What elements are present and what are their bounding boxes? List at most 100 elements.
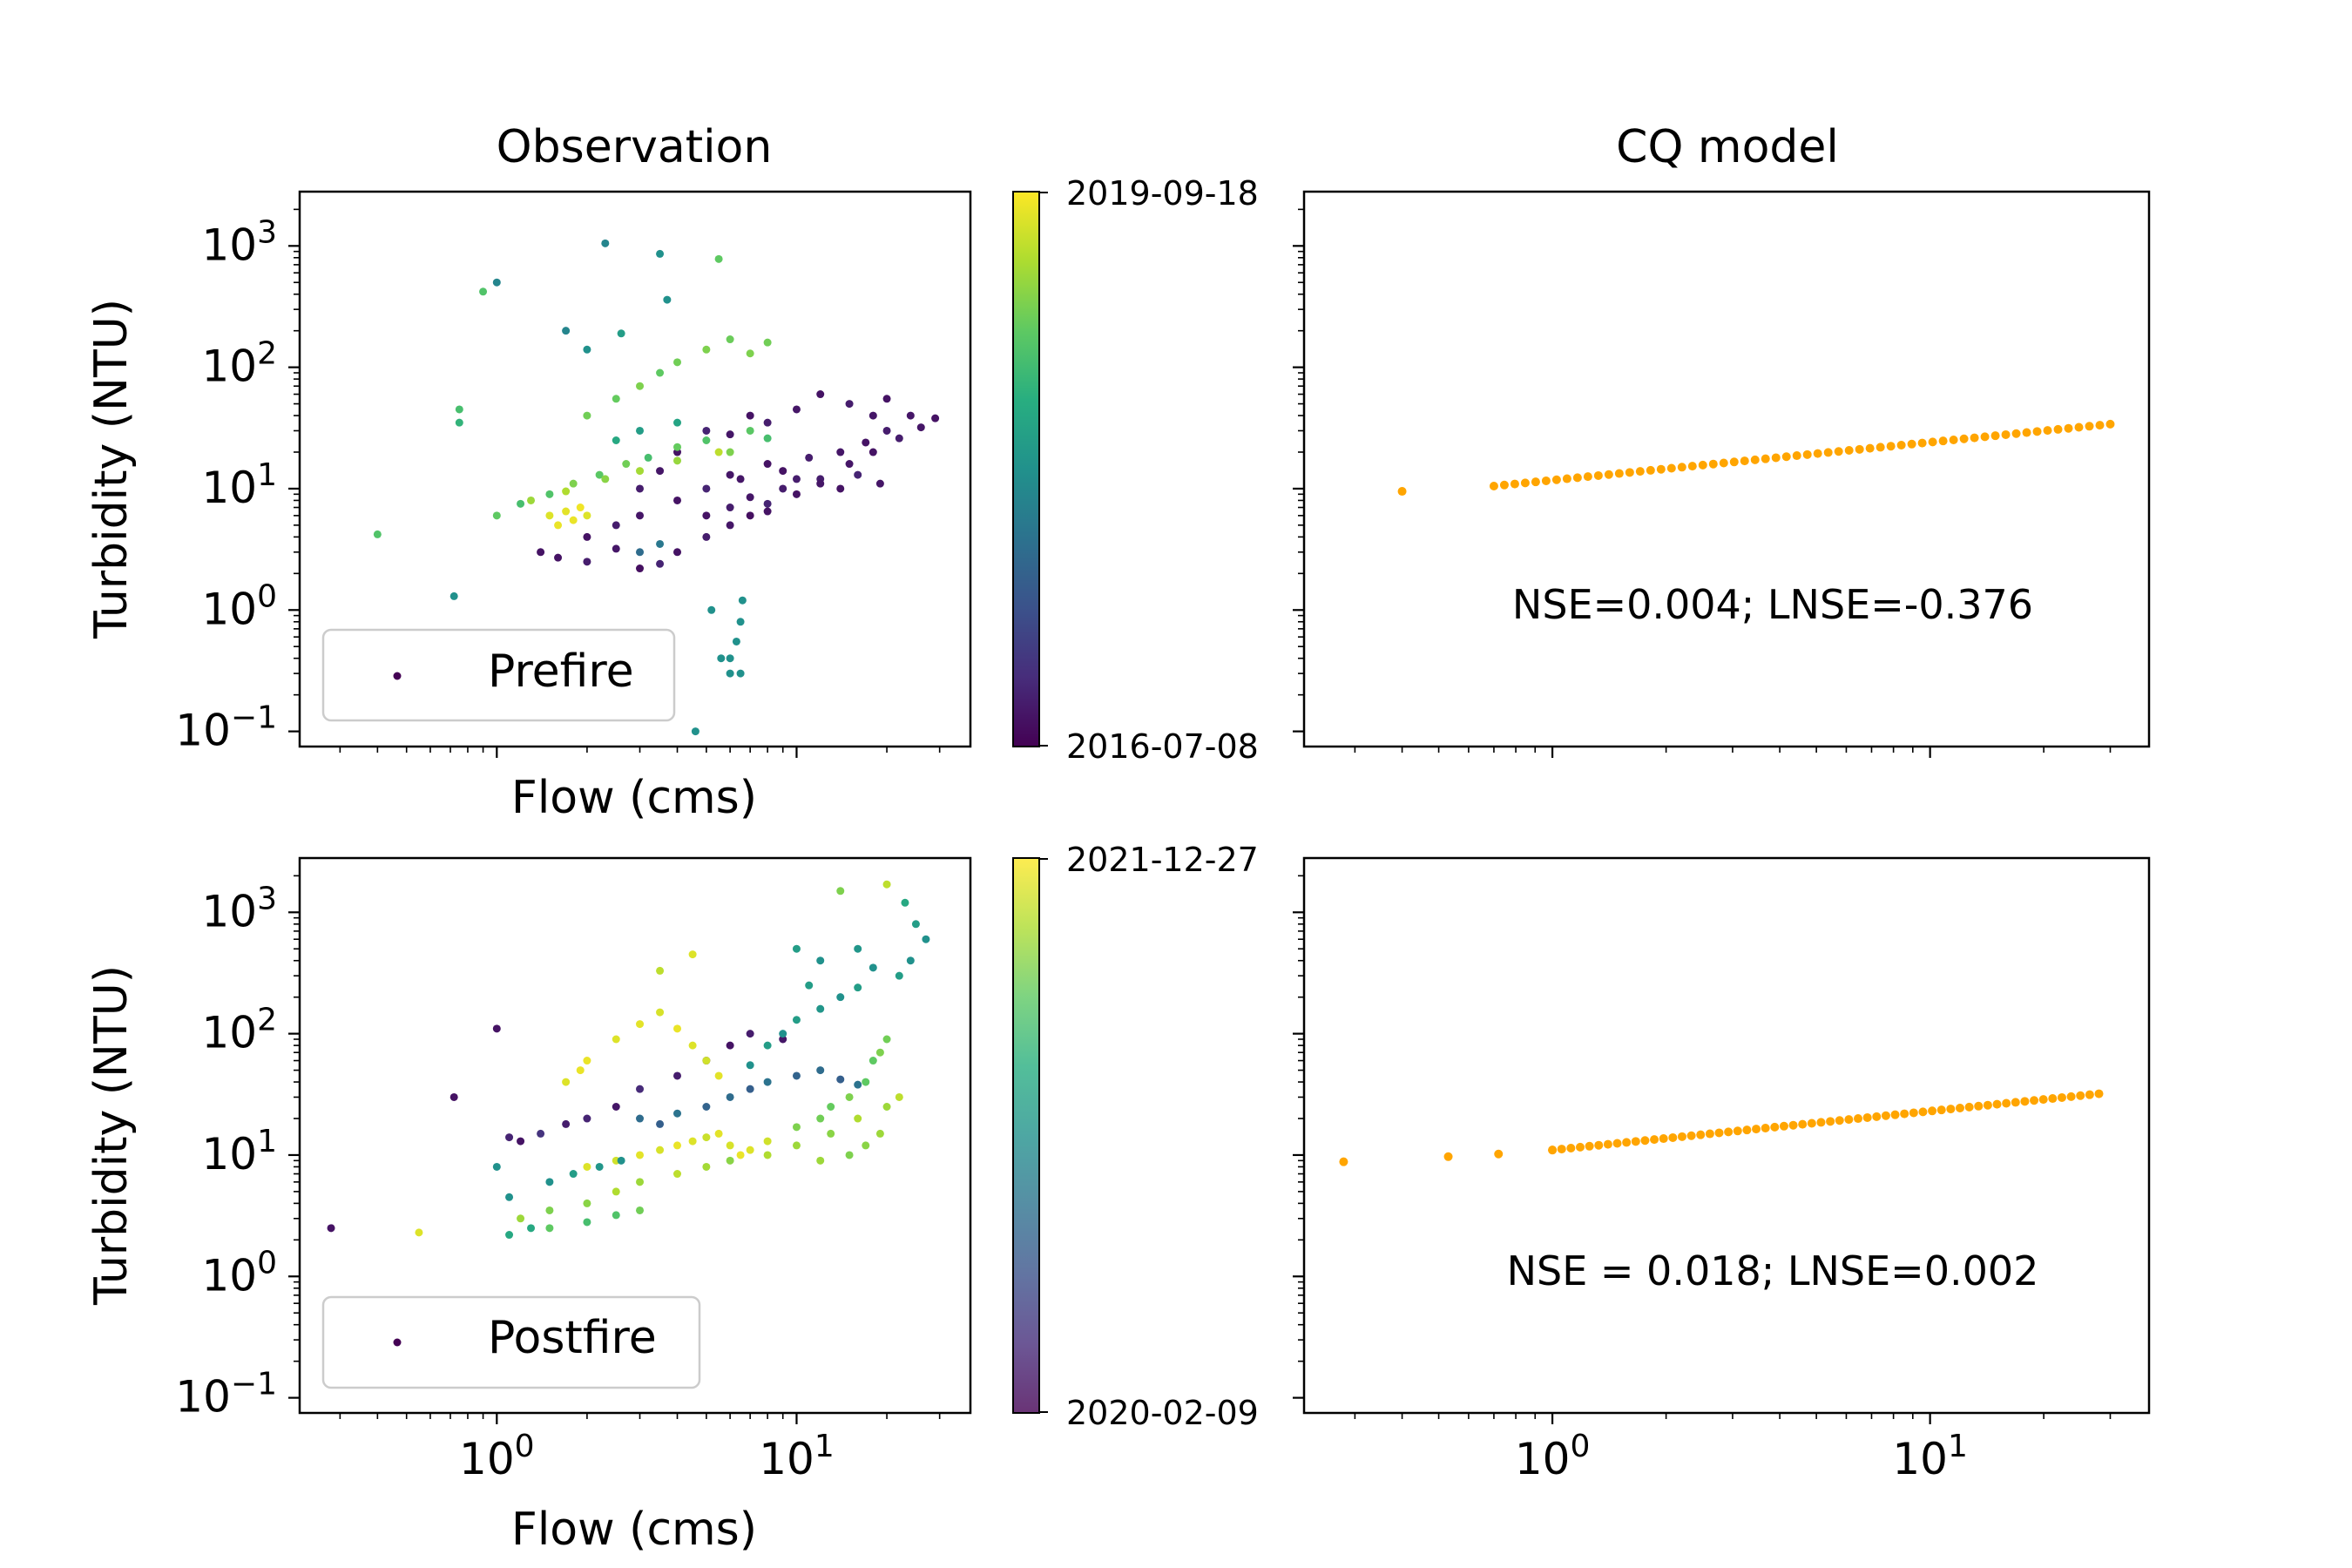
data-point bbox=[595, 1162, 604, 1171]
model-point bbox=[1594, 1140, 1604, 1150]
data-point bbox=[779, 1030, 787, 1038]
data-point bbox=[779, 1035, 787, 1044]
model-point bbox=[1752, 1125, 1761, 1134]
data-point bbox=[868, 1057, 877, 1065]
data-point bbox=[854, 470, 862, 479]
model-point bbox=[1724, 1127, 1734, 1137]
data-point bbox=[505, 1231, 514, 1240]
data-point bbox=[862, 438, 870, 447]
model-point bbox=[1708, 459, 1718, 469]
y-tick-label: 101 bbox=[201, 1124, 277, 1179]
data-point bbox=[583, 1162, 591, 1171]
data-point bbox=[845, 400, 854, 409]
x-axis-label: Flow (cms) bbox=[511, 1504, 757, 1556]
data-point bbox=[792, 1016, 801, 1024]
data-point bbox=[688, 1137, 697, 1146]
data-point bbox=[673, 1141, 682, 1150]
data-point bbox=[656, 539, 665, 548]
data-point bbox=[562, 1078, 571, 1086]
data-point bbox=[746, 493, 754, 502]
model-point bbox=[1548, 1146, 1558, 1155]
model-point bbox=[1622, 1138, 1632, 1147]
data-point bbox=[656, 368, 665, 377]
model-point bbox=[1896, 440, 1906, 449]
model-point bbox=[1823, 448, 1833, 457]
colorbar-min-label: 2016-07-08 bbox=[1066, 727, 1259, 766]
model-point bbox=[1668, 1132, 1678, 1142]
data-point bbox=[583, 1114, 591, 1123]
data-point bbox=[726, 504, 734, 512]
model-point bbox=[2038, 1095, 2048, 1105]
panel-obs-postfire: 10−1 100 101 102 103 100 101 Turbidity (NTU) F… bbox=[85, 856, 972, 1556]
data-point bbox=[726, 1041, 734, 1050]
data-point bbox=[612, 1035, 620, 1044]
y-tick-label: 101 bbox=[201, 457, 277, 513]
data-point bbox=[726, 521, 734, 530]
data-point bbox=[763, 418, 772, 427]
data-point bbox=[875, 1129, 884, 1138]
model-point bbox=[1807, 1119, 1816, 1128]
x-axis-label: Flow (cms) bbox=[511, 772, 757, 824]
data-point bbox=[736, 618, 745, 626]
colorbar-max-label: 2019-09-18 bbox=[1066, 174, 1259, 213]
data-point bbox=[805, 981, 814, 990]
model-point bbox=[1646, 465, 1655, 475]
data-point bbox=[612, 1211, 620, 1220]
data-point bbox=[895, 1092, 903, 1101]
data-point bbox=[906, 411, 915, 420]
model-point bbox=[1854, 1114, 1863, 1124]
model-point bbox=[1625, 468, 1634, 477]
model-point bbox=[1955, 1103, 1964, 1112]
model-point bbox=[1876, 443, 1885, 452]
panel-cq-prefire: NSE=0.004; LNSE=-0.376 bbox=[1293, 190, 2151, 758]
data-point bbox=[882, 880, 891, 889]
data-point bbox=[545, 1224, 554, 1233]
model-point bbox=[1686, 1131, 1696, 1140]
legend-label: Postfire bbox=[488, 1312, 657, 1364]
model-point bbox=[1489, 481, 1498, 490]
data-point bbox=[714, 448, 723, 456]
colorbar-gradient bbox=[1012, 191, 1040, 747]
data-point bbox=[816, 479, 825, 488]
data-point bbox=[612, 1187, 620, 1196]
obs-col-title: Observation bbox=[497, 121, 773, 173]
data-point bbox=[673, 548, 682, 557]
panel-obs-prefire: 10−1 100 101 102 103 Turbidity (NTU) Flow (c… bbox=[85, 190, 972, 824]
data-point bbox=[505, 1193, 514, 1201]
data-point bbox=[746, 1030, 754, 1038]
model-point bbox=[1862, 1112, 1872, 1122]
data-point bbox=[922, 935, 930, 943]
data-point bbox=[601, 239, 610, 247]
data-point bbox=[726, 1092, 734, 1101]
data-point bbox=[836, 887, 845, 896]
data-point bbox=[569, 479, 578, 488]
data-point bbox=[882, 395, 891, 403]
data-point bbox=[702, 426, 711, 435]
data-point bbox=[612, 521, 620, 530]
model-point bbox=[1909, 1108, 1918, 1118]
data-point bbox=[792, 475, 801, 483]
data-point bbox=[763, 338, 772, 347]
model-point bbox=[1635, 467, 1645, 476]
data-point bbox=[673, 443, 682, 451]
model-point bbox=[2011, 429, 2021, 438]
model-point bbox=[1494, 1149, 1504, 1159]
data-point bbox=[617, 1156, 625, 1165]
x-tick-label: 101 bbox=[759, 1429, 835, 1484]
y-tick-label: 10−1 bbox=[175, 1367, 277, 1423]
model-point bbox=[1761, 454, 1770, 463]
data-point bbox=[583, 1057, 591, 1065]
model-point bbox=[1936, 1105, 1946, 1115]
y-tick-label: 10−1 bbox=[175, 700, 277, 756]
data-point bbox=[736, 475, 745, 483]
model-point bbox=[1541, 476, 1551, 485]
data-point bbox=[636, 382, 645, 390]
model-point bbox=[1886, 442, 1896, 451]
model-point bbox=[2064, 423, 2073, 433]
data-point bbox=[673, 1109, 682, 1118]
data-point bbox=[746, 411, 754, 420]
data-point bbox=[845, 460, 854, 469]
data-point bbox=[673, 358, 682, 367]
model-point bbox=[1750, 455, 1760, 464]
data-point bbox=[702, 511, 711, 520]
